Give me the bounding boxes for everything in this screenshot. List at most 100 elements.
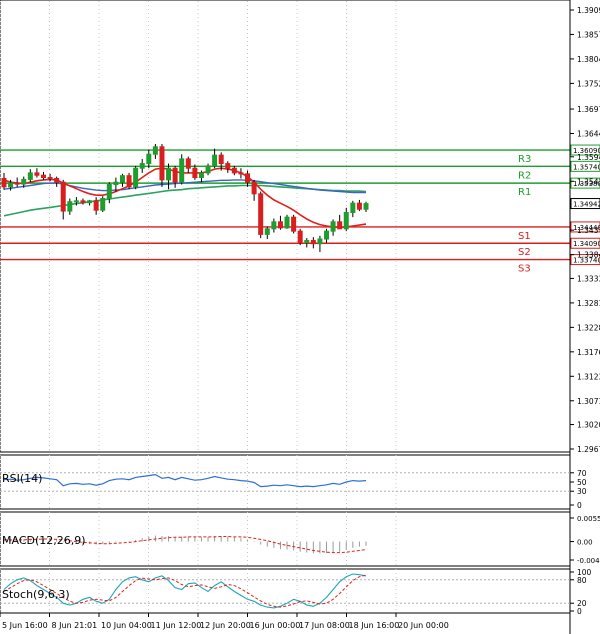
candle-body-down — [192, 167, 198, 179]
price-y-tick-label: 1.36445 — [577, 129, 600, 138]
x-tick-label: 12 Jun 20:00 — [200, 621, 251, 630]
candle-body-down — [172, 167, 178, 183]
candle-body-down — [185, 158, 191, 169]
candle-body-down — [231, 167, 237, 174]
candle-body-up — [264, 228, 270, 235]
candle-body-up — [21, 178, 27, 185]
stoch-d-line — [3, 574, 367, 608]
price-y-tick-label: 1.39095 — [577, 6, 600, 15]
level-price-box — [570, 254, 600, 266]
macd-signal-line — [4, 536, 367, 554]
candle-body-up — [284, 216, 290, 229]
level-price-label: 1.35380 — [573, 180, 600, 188]
candle-body-up — [324, 230, 330, 240]
rsi-y-tick-label: 50 — [577, 478, 587, 487]
level-price-label: 1.36090 — [573, 147, 600, 155]
x-tick-label: 18 Jun 16:00 — [349, 621, 400, 630]
candle-body-down — [258, 193, 264, 235]
price-y-tick-label: 1.37520 — [577, 79, 600, 88]
candle-body-up — [343, 211, 349, 230]
candle-body-down — [54, 177, 60, 183]
x-tick-label: 11 Jun 12:00 — [151, 621, 202, 630]
price-y-tick-label: 1.34370 — [577, 226, 600, 235]
price-y-tick-label: 1.33845 — [577, 251, 600, 260]
level-price-label: 1.33740 — [573, 257, 600, 265]
candle-body-up — [119, 175, 125, 183]
candle-body-down — [225, 163, 231, 169]
candle-body-up — [271, 221, 277, 230]
level-price-label: 1.35740 — [573, 163, 600, 171]
x-tick-label: 10 Jun 04:00 — [101, 621, 152, 630]
candle-body-down — [159, 146, 165, 181]
price-y-tick-label: 1.31760 — [577, 348, 600, 357]
current-price-label: 1.34942 — [573, 201, 600, 209]
x-tick-label: 8 Jun 21:01 — [52, 621, 98, 630]
level-price-box — [570, 177, 600, 189]
candle-body-up — [133, 167, 139, 188]
candle-body-down — [310, 239, 316, 245]
current-price-box — [570, 198, 600, 210]
candle-body-up — [205, 165, 211, 174]
candle-body-up — [27, 172, 33, 180]
levels-layer: R3 1.36090 R2 1.35740 R1 1.35380 S1 1.34440 S2 1.… — [0, 144, 600, 275]
candle-body-up — [67, 201, 73, 212]
level-price-box — [570, 221, 600, 233]
candle-body-up — [166, 167, 172, 181]
price-y-tick-label: 1.30710 — [577, 397, 600, 406]
candle-body-down — [238, 172, 244, 175]
candle-body-up — [330, 221, 336, 232]
candle-body-up — [304, 239, 310, 244]
candle-body-up — [152, 146, 158, 155]
candle-body-down — [126, 175, 132, 188]
candle-body-up — [139, 163, 145, 169]
candle-body-down — [47, 177, 53, 180]
rsi-y-tick-label: 70 — [577, 469, 587, 478]
stoch-y-tick-label: 80 — [577, 576, 587, 585]
candle-body-up — [179, 158, 185, 183]
price-y-tick-label: 1.35420 — [577, 177, 600, 186]
level-name-s3: S3 — [518, 264, 531, 275]
macd-y-tick-label: 0.00 — [577, 539, 593, 547]
candle-body-down — [245, 173, 251, 183]
level-name-r3: R3 — [518, 154, 531, 165]
x-tick-label: 17 Jun 08:00 — [299, 621, 350, 630]
price-y-tick-label: 1.35945 — [577, 153, 600, 162]
x-tick-label: 20 Jun 00:00 — [398, 621, 449, 630]
level-price-box — [570, 144, 600, 156]
price-y-tick-label: 1.36970 — [577, 105, 600, 114]
level-name-s2: S2 — [518, 247, 531, 258]
level-name-s1: S1 — [518, 231, 531, 242]
candle-body-down — [1, 177, 7, 188]
stoch-y-tick-label: 100 — [577, 568, 592, 577]
candle-body-down — [93, 200, 99, 211]
price-y-tick-label: 1.31235 — [577, 372, 600, 381]
candle-body-up — [106, 184, 112, 200]
candle-body-down — [297, 230, 303, 244]
price-y-tick-label: 1.38570 — [577, 30, 600, 39]
candles-layer — [1, 143, 369, 253]
rsi-y-tick-label: 30 — [577, 487, 587, 496]
stoch-k-line — [3, 573, 367, 609]
x-tick-label: 16 Jun 00:00 — [250, 621, 301, 630]
candle-body-down — [291, 216, 297, 232]
rsi-label: RSI(14) — [2, 472, 42, 485]
candle-body-up — [100, 198, 106, 211]
stoch-y-tick-label: 0 — [577, 607, 582, 616]
x-tick-label: 5 Jun 16:00 — [2, 621, 48, 630]
macd-y-tick-label: 0.005556 — [577, 515, 600, 523]
grid-layer — [0, 1, 397, 613]
candle-body-up — [73, 200, 79, 203]
candle-body-down — [251, 181, 257, 195]
rsi-line — [3, 473, 367, 488]
price-y-tick-label: 1.32285 — [577, 323, 600, 332]
stoch-label: Stoch(9,6,3) — [2, 588, 70, 601]
level-price-box — [570, 160, 600, 172]
level-price-label: 1.34090 — [573, 240, 600, 248]
candle-body-down — [337, 221, 343, 230]
candle-body-down — [277, 221, 283, 229]
level-name-r1: R1 — [518, 187, 531, 198]
candle-body-down — [80, 200, 86, 204]
macd-label: MACD(12,26,9) — [2, 534, 86, 547]
candle-body-up — [146, 153, 152, 165]
